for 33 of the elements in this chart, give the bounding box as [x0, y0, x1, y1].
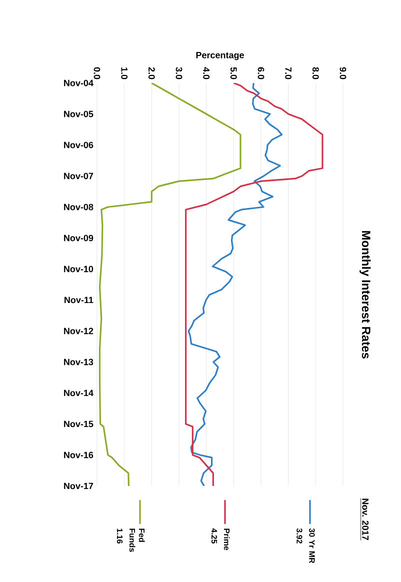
text: 30 Yr MR — [309, 528, 315, 564]
x-tick-label: 2.0 — [148, 67, 155, 80]
y-tick-label: Nov-12 — [64, 328, 94, 334]
x-axis-title: Percentage — [196, 52, 244, 60]
x-tick-label: 3.0 — [176, 67, 182, 80]
y-tick-label: Nov-11 — [64, 296, 94, 304]
x-tick-label: 0.0 — [94, 67, 100, 80]
text: 4.25 — [211, 528, 218, 544]
y-tick-label: Nov-14 — [64, 390, 94, 396]
legend-title: Nov. 2017 — [362, 498, 369, 540]
y-tick-label: Nov-13 — [64, 358, 94, 366]
y-tick-label: Nov-15 — [64, 420, 94, 428]
x-tick-label: 6.0 — [258, 67, 264, 80]
x-tick-label: 8.0 — [312, 67, 319, 80]
text: Fed Funds — [129, 528, 145, 552]
y-tick-label: Nov-16 — [64, 452, 94, 458]
text: 1.16 — [116, 528, 123, 544]
y-tick-label: Nov-09 — [64, 234, 94, 242]
y-tick-label: Nov-10 — [64, 266, 94, 272]
y-tick-label: Nov-06 — [64, 142, 94, 148]
x-tick-label: 7.0 — [285, 67, 292, 80]
x-tick-label: 4.0 — [203, 67, 210, 80]
x-tick-label: 5.0 — [230, 67, 237, 80]
x-tick-label: 9.0 — [340, 67, 346, 80]
y-tick-label: Nov-08 — [64, 204, 94, 210]
x-tick-label: 1.0 — [121, 68, 128, 80]
text: Prime — [224, 528, 230, 550]
text: Monthly Interest Rates — [360, 231, 371, 358]
y-tick-label: Nov-05 — [64, 110, 94, 118]
y-tick-label: Nov-04 — [64, 80, 94, 86]
text: 3.92 — [296, 528, 302, 544]
y-tick-label: Nov-17 — [64, 482, 94, 490]
y-tick-label: Nov-07 — [64, 172, 94, 180]
